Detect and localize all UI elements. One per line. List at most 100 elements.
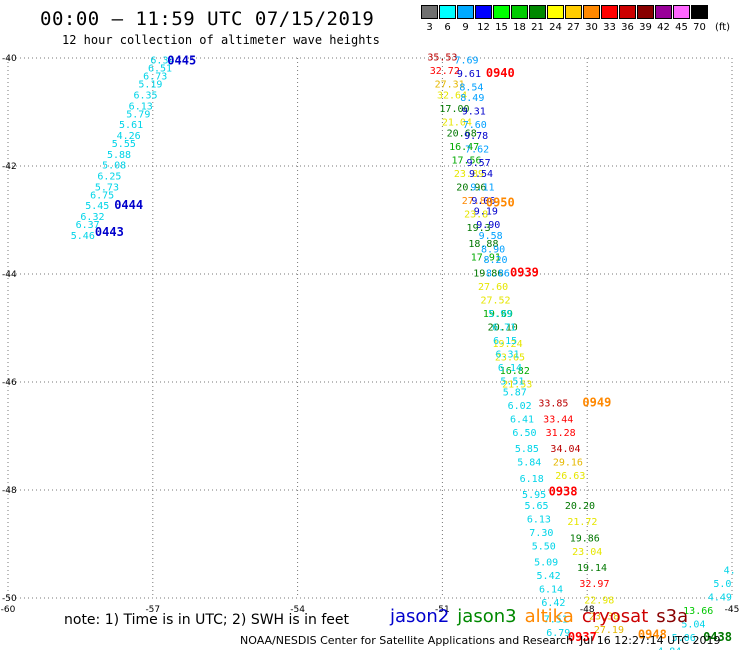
wave-height-value: 27.31: [435, 80, 465, 91]
color-swatch-label: 30: [585, 22, 598, 33]
y-tick-label: -40: [2, 54, 17, 64]
wave-height-value: 19.86: [570, 533, 600, 544]
wave-height-value: 6.35: [134, 91, 158, 102]
legend-entry-altika: altika: [524, 606, 574, 627]
wave-height-value: 5.08: [102, 161, 126, 172]
wave-height-value: 19.3: [467, 223, 491, 234]
color-swatch: [673, 5, 690, 19]
wave-height-value: 29.16: [553, 458, 583, 469]
wave-height-value: 5.19: [138, 80, 162, 91]
wave-height-value: 35.53: [427, 53, 457, 64]
wave-height-value: 20.68: [447, 128, 477, 139]
wave-height-value: 27.60: [478, 282, 508, 293]
wave-height-value: 7.51: [544, 614, 568, 625]
color-swatch: [547, 5, 564, 19]
color-swatch: [637, 5, 654, 19]
color-scale-unit: (ft): [715, 22, 731, 33]
wave-height-value: 8.90: [481, 244, 505, 255]
color-swatch-label: 27: [567, 22, 580, 33]
legend-entry-jason3: jason3: [457, 606, 517, 627]
wave-height-value: 5.45: [85, 201, 109, 212]
wave-height-value: 5.84: [517, 458, 541, 469]
pass-time-label: 0939: [510, 266, 539, 280]
wave-height-value: 27.8: [462, 196, 486, 207]
wave-height-value: 9.54: [469, 169, 493, 180]
wave-height-value: 6.32: [80, 212, 104, 223]
color-swatch: [565, 5, 582, 19]
wave-height-value: 6.13: [129, 101, 153, 112]
pass-time-label: 0949: [582, 395, 611, 409]
color-swatch-label: 9: [462, 22, 469, 33]
wave-height-value: 6.15: [493, 336, 517, 347]
generation-timestamp: Jul 16 12:27:14 UTC 2019: [580, 634, 721, 647]
wave-height-value: 21.04: [442, 118, 472, 129]
wave-height-value: 19.14: [577, 563, 607, 574]
color-swatch: [421, 5, 438, 19]
pass-time-label: 0948: [638, 628, 667, 642]
pass-time-label: 0443: [95, 225, 124, 239]
pass-time-label: 0438: [703, 630, 732, 644]
wave-height-value: 7.30: [529, 528, 553, 539]
wave-height-value: 6.79: [546, 628, 570, 639]
wave-height-value: 4.84: [657, 647, 681, 650]
color-swatch-label: 39: [639, 22, 652, 33]
color-swatch: [493, 5, 510, 19]
chart-subtitle: 12 hour collection of altimeter wave hei…: [62, 33, 380, 47]
y-tick-label: -46: [2, 378, 17, 388]
wave-height-value: 34.04: [550, 444, 580, 455]
wave-height-value: 9.78: [464, 131, 488, 142]
wave-height-value: 32.97: [579, 579, 609, 590]
wave-height-value: 23.89: [454, 169, 484, 180]
pass-time-label: 0445: [167, 53, 196, 67]
wave-height-value: 26.63: [555, 471, 585, 482]
wave-height-value: 9.11: [470, 182, 494, 193]
wave-height-value: 6.51: [148, 64, 172, 75]
pass-time-label: 0950: [486, 196, 515, 210]
color-swatch: [457, 5, 474, 19]
x-tick-label: -54: [290, 605, 305, 615]
wave-height-value: 6.18: [520, 474, 544, 485]
wave-height-value: 6.31: [496, 350, 520, 361]
wave-height-value: 9.61: [457, 69, 481, 80]
wave-height-value: 16.82: [500, 366, 530, 377]
wave-height-value: 6.42: [541, 598, 565, 609]
color-swatch-label: 3: [426, 22, 433, 33]
wave-height-value: 6.34: [150, 55, 174, 66]
wave-height-value: 17.00: [439, 104, 469, 115]
wave-height-value: 19.69: [483, 309, 513, 320]
wave-height-value: 8.54: [459, 82, 483, 93]
wave-height-value: 6.14: [498, 363, 522, 374]
wave-height-value: 5.61: [119, 120, 143, 131]
legend-entry-jason2: jason2: [390, 606, 450, 627]
color-swatch-label: 33: [603, 22, 616, 33]
wave-height-value: 9.19: [474, 207, 498, 218]
wave-height-value: 5.73: [95, 182, 119, 193]
wave-height-value: 4.: [724, 566, 736, 577]
wave-height-value: 5.88: [107, 150, 131, 161]
satellite-legend: jason2 jason3 altika cryosat s3a: [390, 606, 696, 627]
color-swatch-label: 24: [549, 22, 562, 33]
wave-height-value: 9.57: [467, 158, 491, 169]
y-tick-label: -42: [2, 162, 17, 172]
color-swatch: [439, 5, 456, 19]
wave-height-value: 7.60: [463, 120, 487, 131]
wave-height-value: 5.0: [713, 579, 731, 590]
wave-height-value: 5.85: [515, 444, 539, 455]
wave-height-value: 23.8: [464, 209, 488, 220]
color-swatch: [655, 5, 672, 19]
wave-height-value: 32.64: [437, 91, 467, 102]
wave-height-value: 6.73: [143, 72, 167, 83]
wave-height-value: 5.06: [672, 633, 696, 644]
legend-entry-s3a: s3a: [656, 606, 689, 627]
pass-time-label: 0444: [114, 198, 143, 212]
color-swatch-label: 12: [477, 22, 490, 33]
color-swatch: [583, 5, 600, 19]
y-tick-label: -50: [2, 594, 17, 604]
wave-height-value: 5.04: [681, 620, 705, 631]
wave-height-value: 20.20: [565, 501, 595, 512]
wave-height-value: 33.85: [538, 398, 568, 409]
wave-height-value: 23.04: [572, 547, 602, 558]
color-swatch: [511, 5, 528, 19]
wave-height-value: 5.79: [126, 109, 150, 120]
wave-height-value: 9.90: [476, 220, 500, 231]
